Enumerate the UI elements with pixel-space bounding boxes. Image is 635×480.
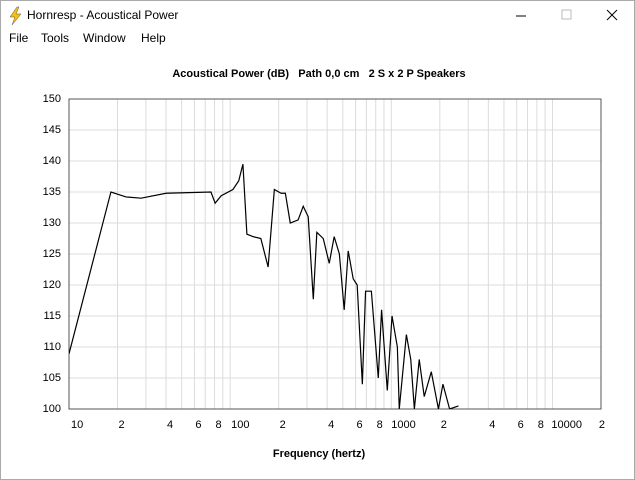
app-icon [9, 6, 22, 26]
y-tick-label: 125 [43, 248, 61, 260]
title-bar: Hornresp - Acoustical Power [1, 1, 634, 31]
x-tick-label: 100 [231, 419, 249, 431]
menu-item[interactable]: File [9, 31, 29, 45]
y-tick-label: 105 [43, 372, 61, 384]
y-tick-label: 100 [43, 403, 61, 415]
x-tick-label: 8 [377, 419, 383, 431]
x-tick-label: 2 [280, 419, 286, 431]
y-tick-label: 135 [43, 186, 61, 198]
y-tick-label: 130 [43, 217, 61, 229]
x-tick-label: 2 [441, 419, 447, 431]
x-tick-label: 2 [118, 419, 124, 431]
x-axis-label: Frequency (hertz) [273, 448, 366, 460]
x-tick-label: 4 [328, 419, 334, 431]
y-tick-label: 140 [43, 155, 61, 167]
window-title: Hornresp - Acoustical Power [27, 8, 179, 22]
menu-item[interactable]: Help [141, 31, 166, 45]
menu-item[interactable]: Window [83, 31, 126, 45]
plot-frame [68, 98, 602, 410]
x-tick-label: 8 [215, 419, 221, 431]
y-tick-label: 145 [43, 124, 61, 136]
y-tick-label: 150 [43, 93, 61, 105]
window-controls[interactable] [511, 1, 631, 31]
x-tick-label: 6 [357, 419, 363, 431]
x-tick-label: 6 [518, 419, 524, 431]
y-tick-label: 115 [43, 310, 61, 322]
x-tick-label: 8 [538, 419, 544, 431]
chart-title: Acoustical Power (dB) Path 0,0 cm 2 S x … [172, 68, 465, 80]
x-tick-label: 10000 [551, 419, 582, 431]
x-tick-label: 1000 [391, 419, 415, 431]
x-tick-label: 2 [599, 419, 605, 431]
x-tick-label: 4 [489, 419, 495, 431]
menu-item[interactable]: Tools [41, 31, 70, 45]
y-tick-label: 110 [43, 341, 61, 353]
data-line [69, 163, 459, 409]
x-tick-label: 6 [195, 419, 201, 431]
x-tick-label: 10 [71, 419, 83, 431]
x-tick-label: 4 [167, 419, 173, 431]
y-tick-label: 120 [43, 279, 61, 291]
menu-bar: File Tools Window Help [1, 31, 634, 49]
